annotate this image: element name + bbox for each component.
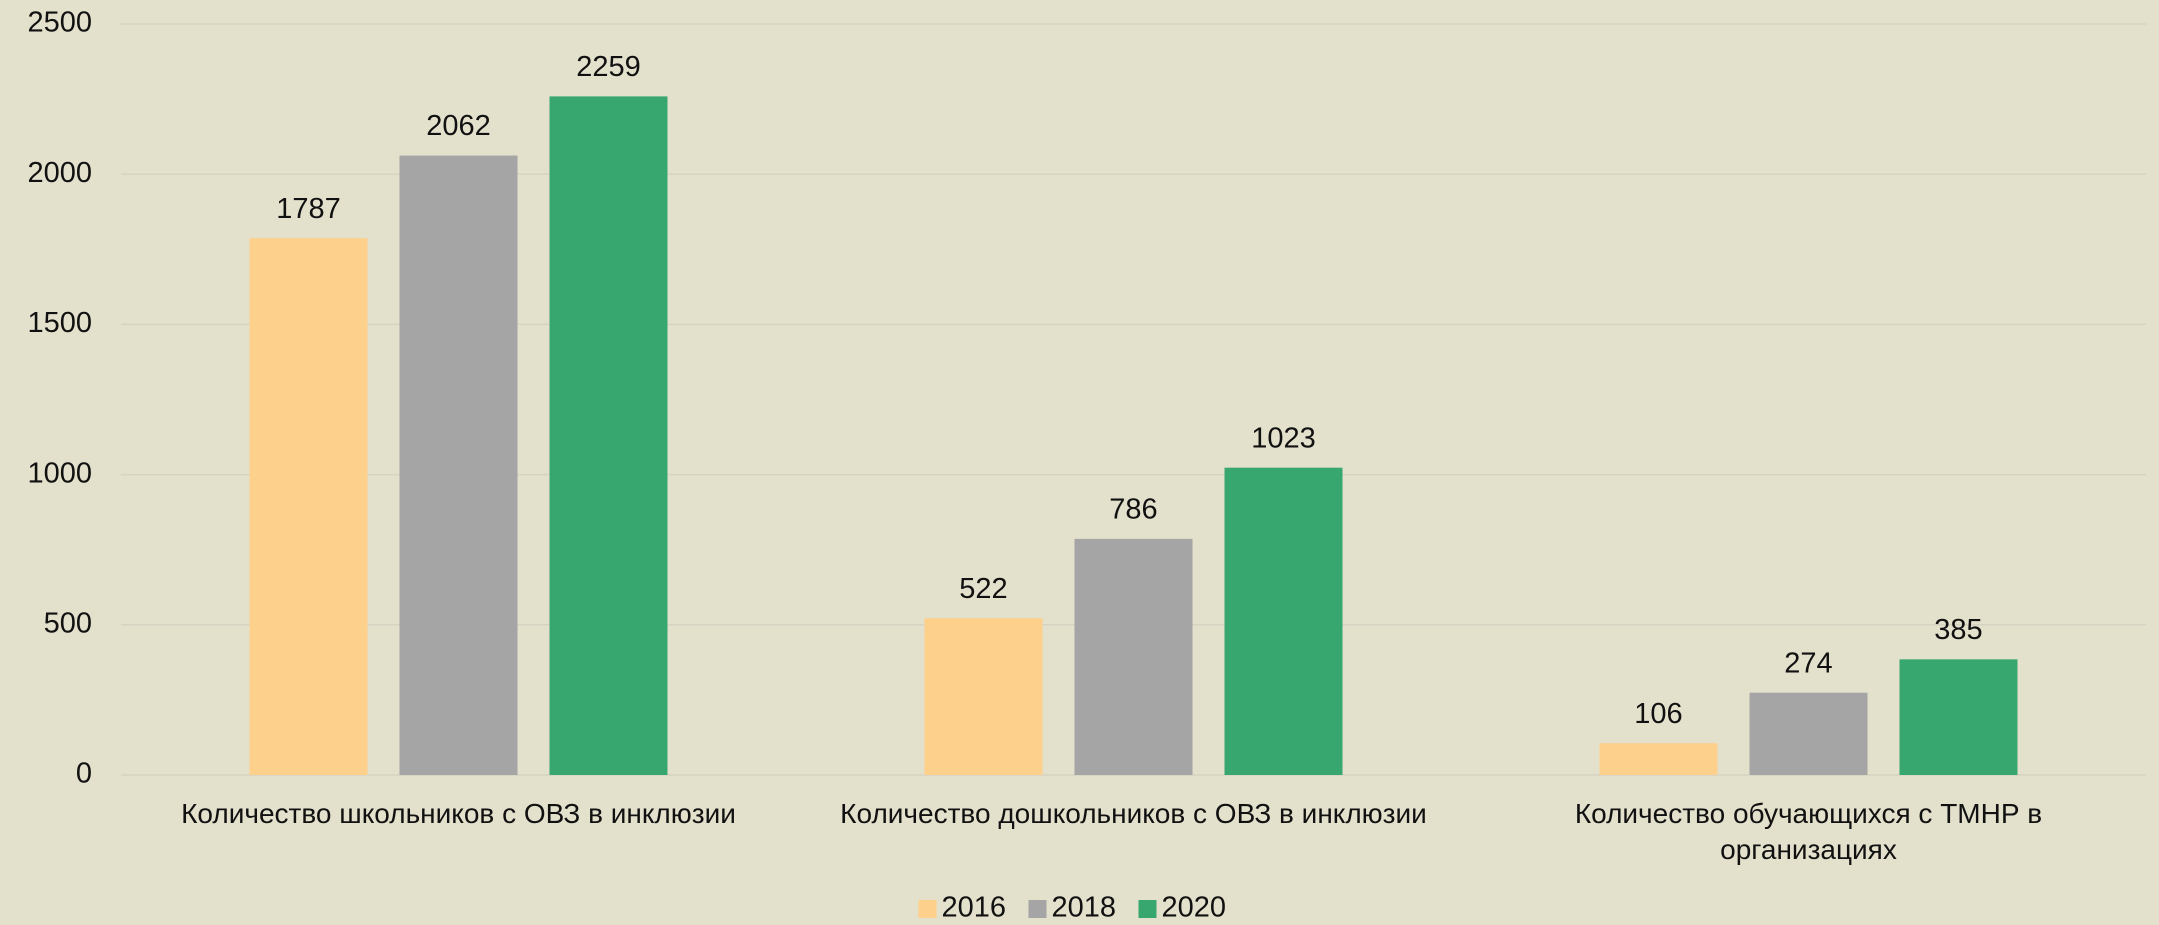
legend-label: 2018 [1052, 892, 1117, 924]
y-tick-label: 1000 [27, 457, 92, 489]
bar [1224, 467, 1343, 775]
data-label: 522 [959, 573, 1007, 605]
bar [1899, 659, 2018, 775]
data-label: 2062 [426, 110, 491, 142]
bar [1074, 538, 1193, 775]
x-tick-label: Количество обучающихся с ТМНР в организа… [1574, 798, 2043, 865]
x-tick-label: Количество дошкольников с ОВЗ в инклюзии [840, 798, 1427, 829]
bar [1599, 743, 1718, 775]
data-label: 106 [1634, 698, 1682, 730]
data-label: 274 [1784, 647, 1832, 679]
bar [924, 618, 1043, 775]
legend-swatch [1028, 900, 1047, 918]
data-label: 385 [1934, 614, 1982, 646]
legend-label: 2020 [1162, 892, 1227, 924]
y-tick-label: 2500 [27, 7, 92, 39]
bar [399, 155, 518, 775]
y-tick-label: 0 [76, 758, 92, 790]
y-tick-label: 1500 [27, 307, 92, 339]
legend-swatch [918, 900, 937, 918]
legend-swatch [1138, 900, 1157, 918]
y-tick-label: 500 [44, 607, 92, 639]
bar [249, 238, 368, 776]
data-label: 1023 [1251, 422, 1316, 454]
x-tick-label: Количество школьников с ОВЗ в инклюзии [181, 798, 736, 829]
legend-label: 2016 [942, 892, 1007, 924]
data-label: 1787 [276, 193, 341, 225]
bar [1749, 692, 1868, 775]
y-tick-label: 2000 [27, 157, 92, 189]
bar [549, 96, 668, 775]
data-label: 786 [1109, 494, 1157, 526]
data-label: 2259 [576, 51, 641, 83]
